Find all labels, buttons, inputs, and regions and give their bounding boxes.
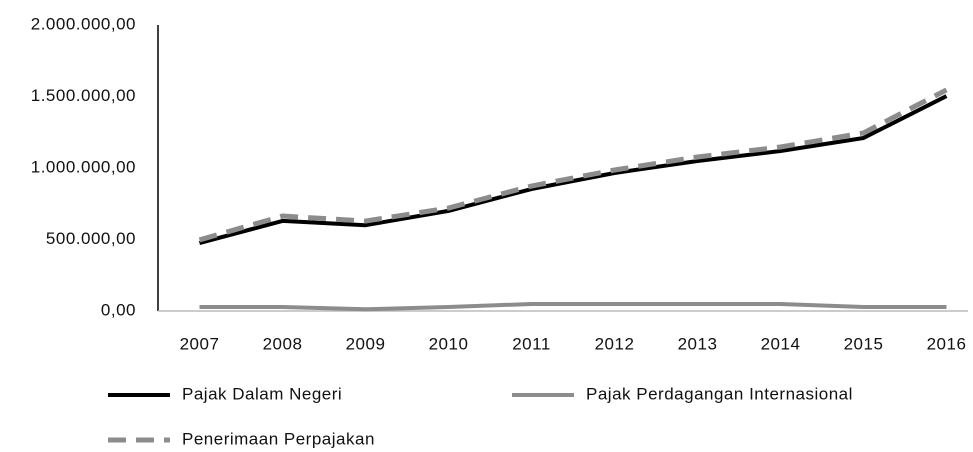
legend-label: Penerimaan Perpajakan: [182, 429, 375, 448]
x-tick-label: 2007: [180, 334, 220, 353]
x-tick-label: 2014: [761, 334, 801, 353]
x-tick-label: 2012: [595, 334, 635, 353]
y-tick-label: 2.000.000,00: [31, 14, 136, 33]
y-tick-label: 1.500.000,00: [31, 86, 136, 105]
line-series: [198, 94, 948, 246]
x-tick-label: 2010: [429, 334, 469, 353]
legend-label: Pajak Perdagangan Internasional: [586, 384, 853, 403]
x-tick-label: 2011: [512, 334, 551, 353]
y-tick-label: 500.000,00: [46, 229, 136, 248]
line-series: [198, 87, 948, 243]
x-tick-label: 2016: [927, 334, 967, 353]
legend-label: Pajak Dalam Negeri: [182, 384, 342, 403]
y-tick-label: 1.000.000,00: [31, 157, 136, 176]
x-tick-label: 2009: [346, 334, 386, 353]
line-series: [199, 301, 947, 312]
x-tick-label: 2008: [263, 334, 303, 353]
x-tick-label: 2015: [844, 334, 884, 353]
x-tick-label: 2013: [678, 334, 718, 353]
y-tick-label: 0,00: [101, 300, 136, 319]
